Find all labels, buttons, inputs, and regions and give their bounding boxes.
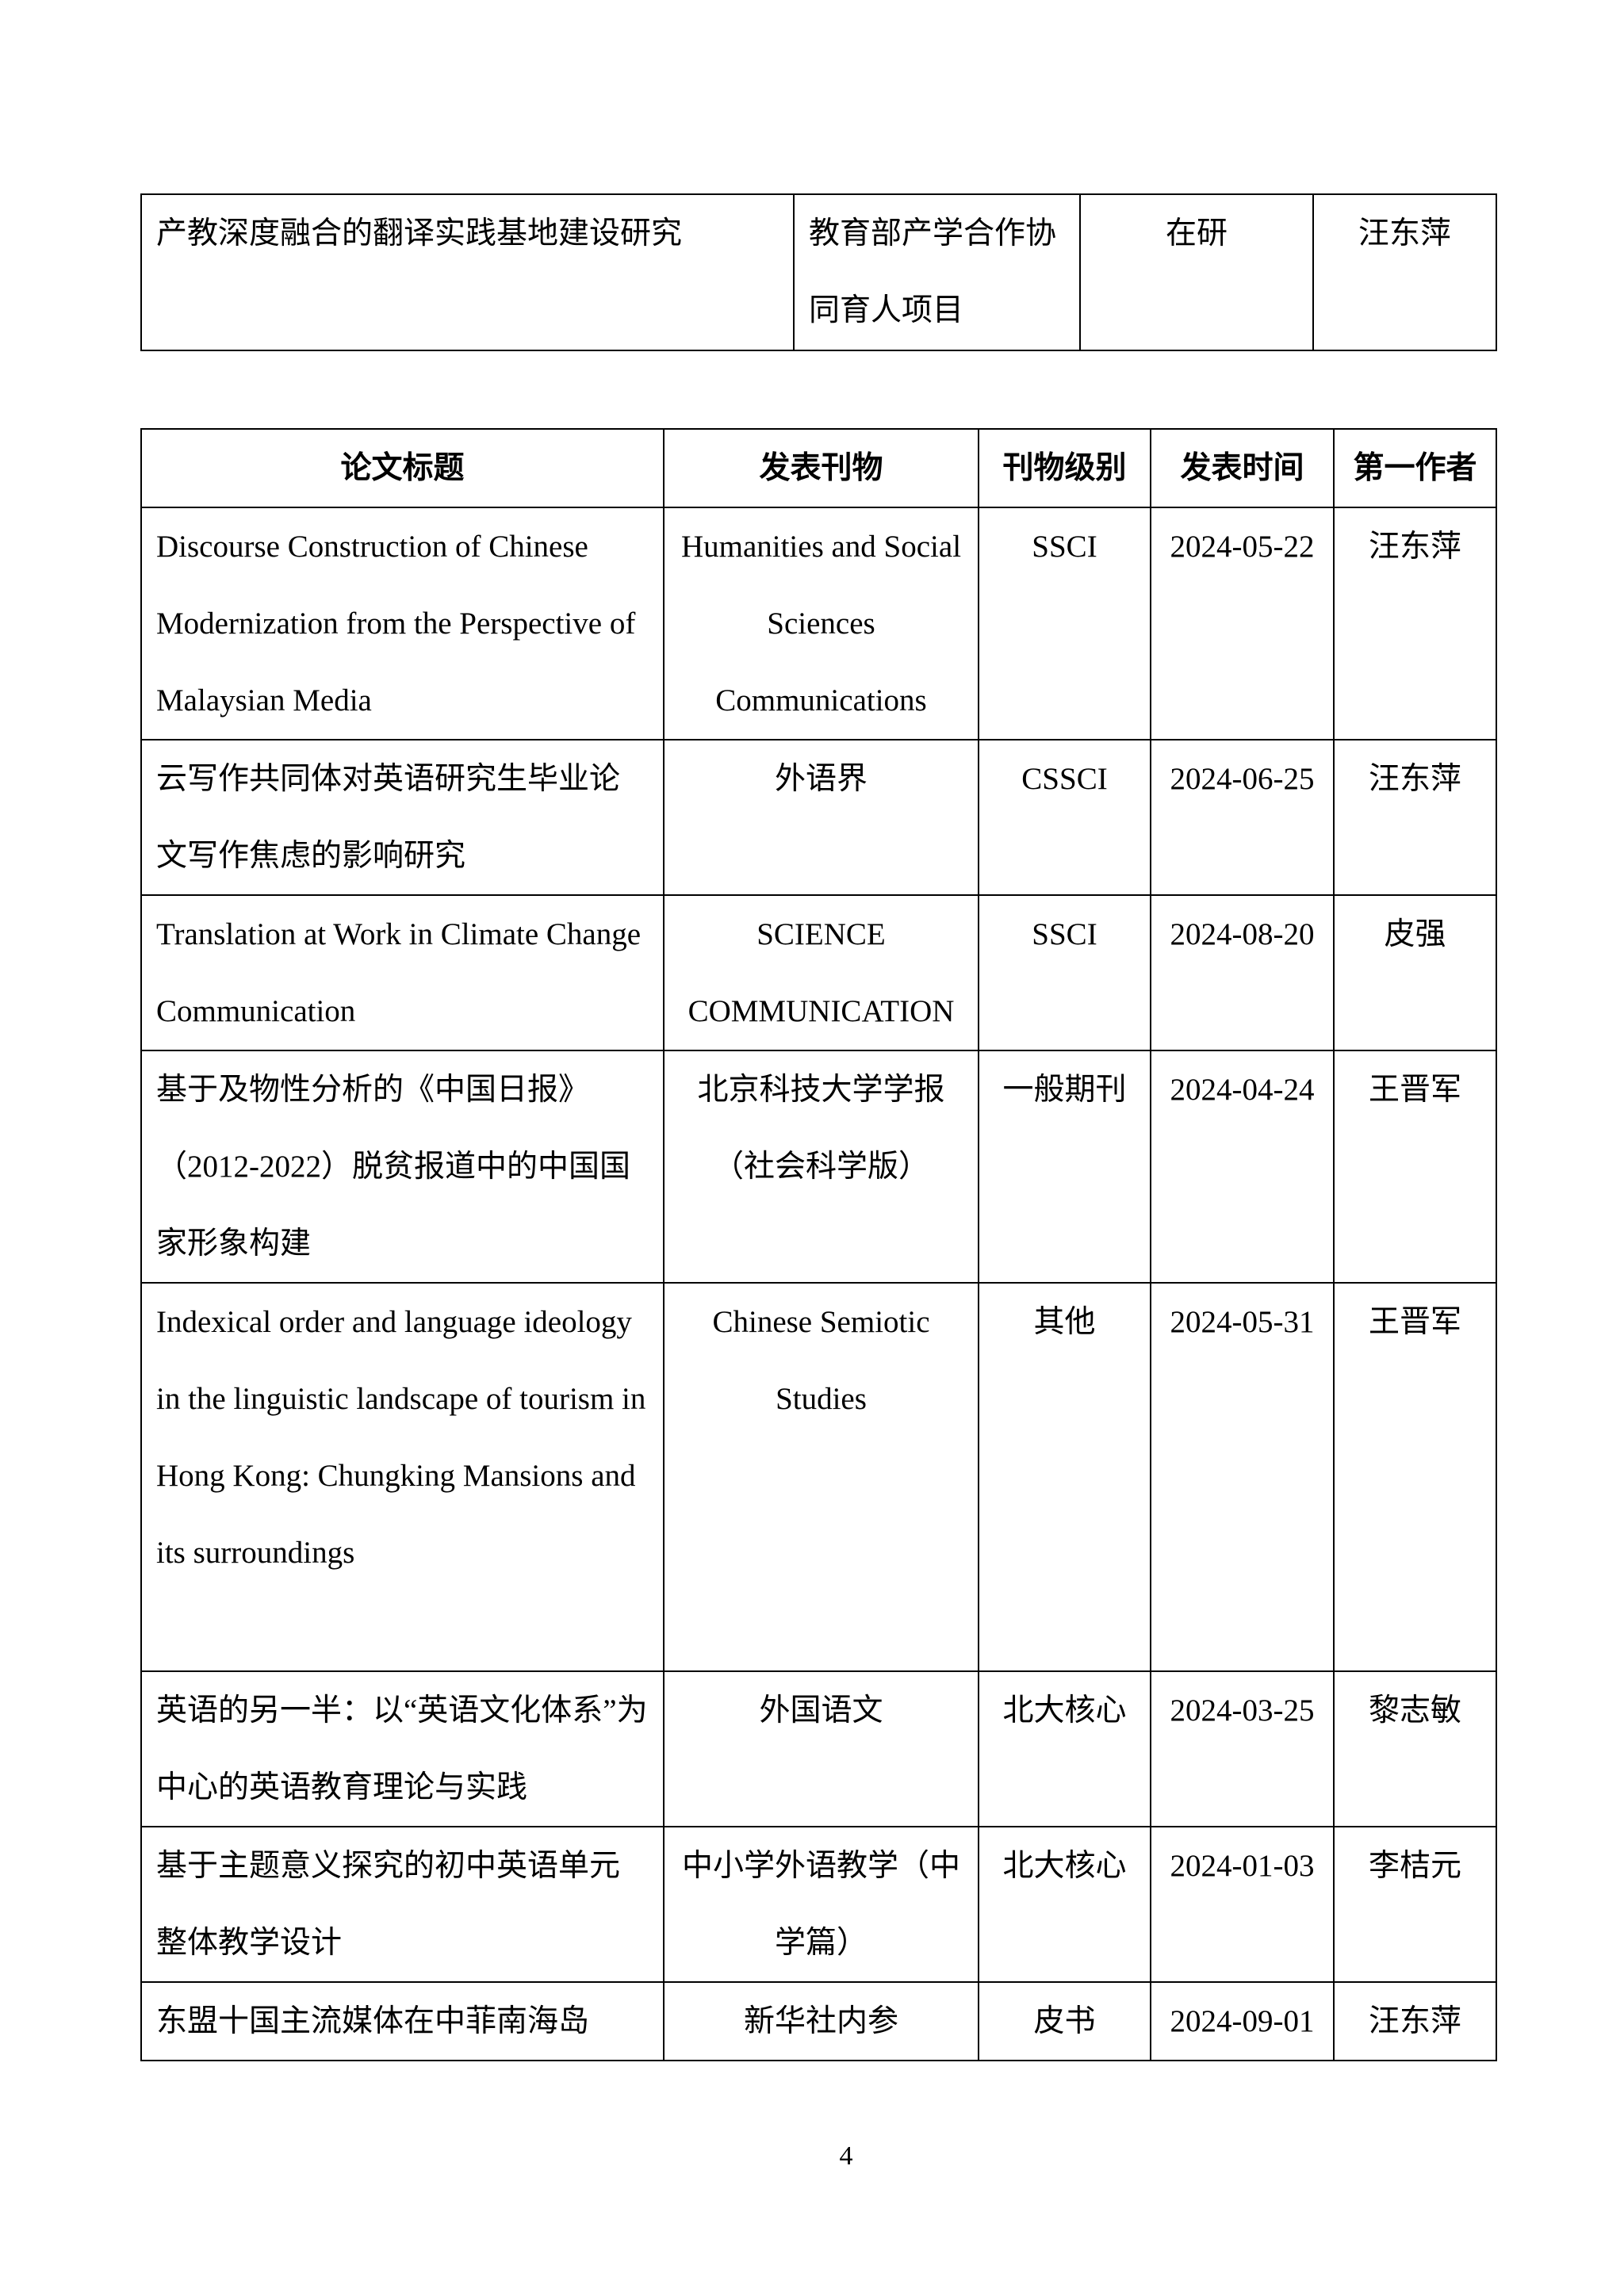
header-title: 论文标题 <box>140 428 665 508</box>
paper-journal: 北京科技大学学报（社会科学版） <box>663 1050 979 1284</box>
paper-author: 王晋军 <box>1333 1050 1497 1284</box>
paper-level: 一般期刊 <box>978 1050 1151 1284</box>
paper-level: SSCI <box>978 894 1151 1051</box>
paper-title: 基于主题意义探究的初中英语单元整体教学设计 <box>140 1826 665 1983</box>
paper-author: 汪东萍 <box>1333 1981 1497 2061</box>
paper-date: 2024-09-01 <box>1150 1981 1335 2061</box>
paper-author: 汪东萍 <box>1333 507 1497 740</box>
table-row: Discourse Construction of Chinese Modern… <box>140 507 1497 740</box>
paper-date: 2024-01-03 <box>1150 1826 1335 1983</box>
paper-level: SSCI <box>978 507 1151 740</box>
paper-journal: 外语界 <box>663 739 979 896</box>
paper-date: 2024-04-24 <box>1150 1050 1335 1284</box>
header-level: 刊物级别 <box>978 428 1151 508</box>
project-type: 教育部产学合作协同育人项目 <box>793 193 1081 351</box>
project-title: 产教深度融合的翻译实践基地建设研究 <box>140 193 795 351</box>
paper-journal: Chinese Semiotic Studies <box>663 1282 979 1672</box>
paper-journal: 中小学外语教学（中学篇） <box>663 1826 979 1983</box>
table-row: 东盟十国主流媒体在中菲南海岛 新华社内参 皮书 2024-09-01 汪东萍 <box>140 1981 1497 2061</box>
paper-level: 皮书 <box>978 1981 1151 2061</box>
table-row: Indexical order and language ideology in… <box>140 1282 1497 1672</box>
paper-author: 汪东萍 <box>1333 739 1497 896</box>
table-row: 产教深度融合的翻译实践基地建设研究 教育部产学合作协同育人项目 在研 汪东萍 <box>140 193 1497 351</box>
header-author: 第一作者 <box>1333 428 1497 508</box>
paper-author: 王晋军 <box>1333 1282 1497 1672</box>
paper-journal: SCIENCE COMMUNICATION <box>663 894 979 1051</box>
table-row: 英语的另一半：以“英语文化体系”为中心的英语教育理论与实践 外国语文 北大核心 202… <box>140 1670 1497 1827</box>
paper-title: 英语的另一半：以“英语文化体系”为中心的英语教育理论与实践 <box>140 1670 665 1827</box>
table-row: 基于及物性分析的《中国日报》（2012-2022）脱贫报道中的中国国家形象构建北… <box>140 1050 1497 1284</box>
table-row: 云写作共同体对英语研究生毕业论文写作焦虑的影响研究 外语界 CSSCI 2024-06… <box>140 739 1497 896</box>
paper-level: 北大核心 <box>978 1670 1151 1827</box>
paper-title: Discourse Construction of Chinese Modern… <box>140 507 665 740</box>
paper-author: 李桔元 <box>1333 1826 1497 1983</box>
paper-author: 皮强 <box>1333 894 1497 1051</box>
header-date: 发表时间 <box>1150 428 1335 508</box>
paper-title: 云写作共同体对英语研究生毕业论文写作焦虑的影响研究 <box>140 739 665 896</box>
table-header-row: 论文标题 发表刊物 刊物级别 发表时间 第一作者 <box>140 428 1497 508</box>
paper-level: 其他 <box>978 1282 1151 1672</box>
paper-journal: 外国语文 <box>663 1670 979 1827</box>
paper-title: 东盟十国主流媒体在中菲南海岛 <box>140 1981 665 2061</box>
project-table: 产教深度融合的翻译实践基地建设研究 教育部产学合作协同育人项目 在研 汪东萍 <box>140 193 1497 351</box>
paper-date: 2024-05-31 <box>1150 1282 1335 1672</box>
project-leader: 汪东萍 <box>1312 193 1497 351</box>
paper-journal: Humanities and Social Sciences Communica… <box>663 507 979 740</box>
paper-date: 2024-06-25 <box>1150 739 1335 896</box>
header-journal: 发表刊物 <box>663 428 979 508</box>
papers-table: 论文标题 发表刊物 刊物级别 发表时间 第一作者 Discourse Const… <box>140 428 1497 2061</box>
paper-date: 2024-05-22 <box>1150 507 1335 740</box>
page-number: 4 <box>839 2141 853 2171</box>
paper-title: 基于及物性分析的《中国日报》（2012-2022）脱贫报道中的中国国家形象构建 <box>140 1050 665 1284</box>
paper-title: Translation at Work in Climate Change Co… <box>140 894 665 1051</box>
paper-date: 2024-03-25 <box>1150 1670 1335 1827</box>
paper-journal: 新华社内参 <box>663 1981 979 2061</box>
paper-author: 黎志敏 <box>1333 1670 1497 1827</box>
paper-level: 北大核心 <box>978 1826 1151 1983</box>
table-row: 基于主题意义探究的初中英语单元整体教学设计 中小学外语教学（中学篇） 北大核心 202… <box>140 1826 1497 1983</box>
paper-date: 2024-08-20 <box>1150 894 1335 1051</box>
paper-level: CSSCI <box>978 739 1151 896</box>
table-row: Translation at Work in Climate Change Co… <box>140 894 1497 1051</box>
paper-title: Indexical order and language ideology in… <box>140 1282 665 1672</box>
project-status: 在研 <box>1079 193 1314 351</box>
